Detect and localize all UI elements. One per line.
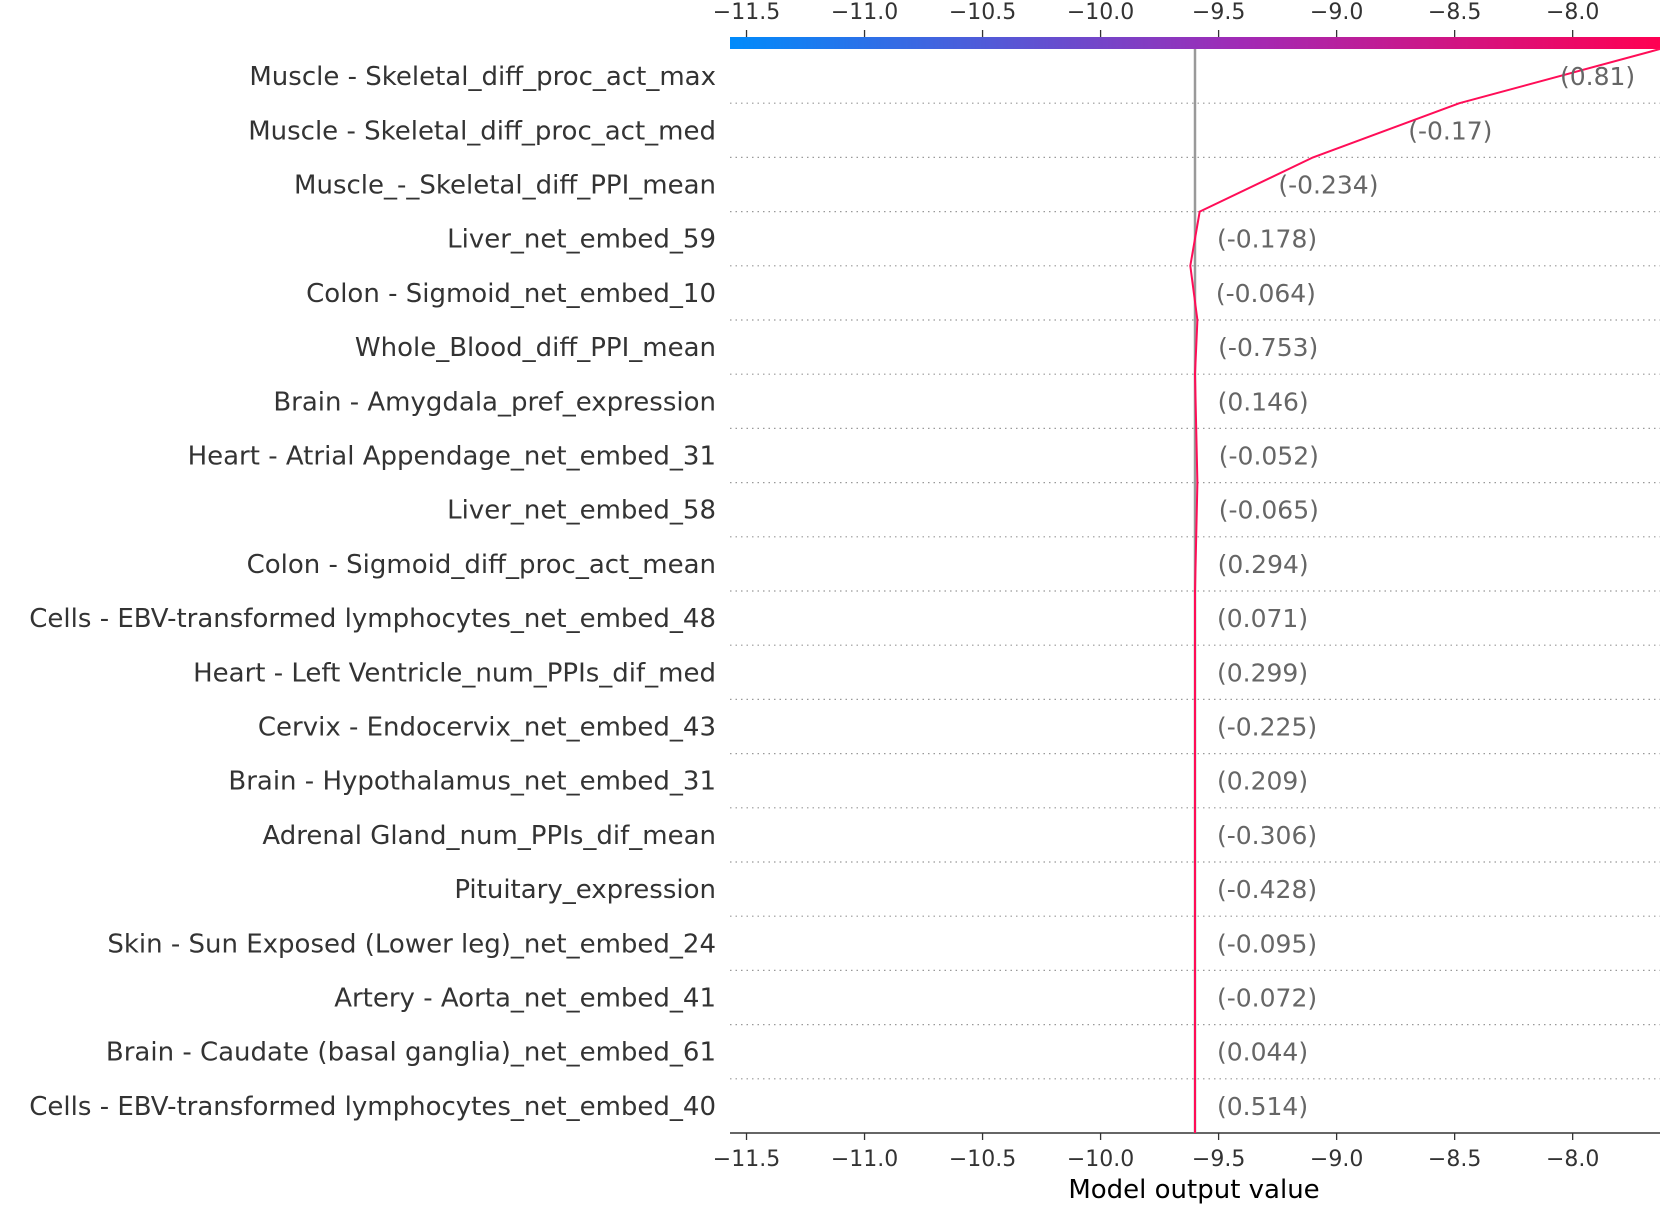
feature-label: Cells - EBV-transformed lymphocytes_net_… bbox=[29, 604, 716, 634]
x-tick-label: −8.0 bbox=[1546, 1147, 1599, 1172]
top-tick-label: −11.5 bbox=[713, 0, 780, 25]
feature-value-label: (-0.052) bbox=[1219, 442, 1319, 471]
x-tick-label: −10.0 bbox=[1067, 1147, 1134, 1172]
x-tick-label: −10.5 bbox=[949, 1147, 1016, 1172]
x-tick-label: −11.5 bbox=[713, 1147, 780, 1172]
feature-value-label: (0.514) bbox=[1217, 1092, 1308, 1121]
feature-label: Muscle - Skeletal_diff_proc_act_med bbox=[248, 116, 716, 146]
top-tick-label: −8.0 bbox=[1546, 0, 1599, 25]
feature-label: Colon - Sigmoid_diff_proc_act_mean bbox=[247, 550, 716, 580]
top-tick-label: −10.5 bbox=[949, 0, 1016, 25]
feature-value-label: (0.146) bbox=[1218, 387, 1309, 416]
decision-path-line bbox=[1189, 48, 1660, 1133]
feature-label: Liver_net_embed_59 bbox=[447, 225, 716, 255]
feature-label: Brain - Hypothalamus_net_embed_31 bbox=[228, 767, 716, 797]
feature-label: Cells - EBV-transformed lymphocytes_net_… bbox=[29, 1092, 716, 1122]
feature-label: Muscle - Skeletal_diff_proc_act_max bbox=[249, 62, 716, 92]
feature-value-label: (-0.072) bbox=[1217, 984, 1317, 1013]
top-tick-label: −9.5 bbox=[1192, 0, 1245, 25]
top-tick-label: −8.5 bbox=[1428, 0, 1481, 25]
x-tick-label: −11.0 bbox=[831, 1147, 898, 1172]
feature-value-label: (0.044) bbox=[1217, 1038, 1308, 1067]
feature-label: Heart - Left Ventricle_num_PPIs_dif_med bbox=[193, 658, 716, 688]
feature-labels: Muscle - Skeletal_diff_proc_act_max Muscl… bbox=[29, 62, 716, 1122]
feature-value-label: (-0.065) bbox=[1219, 496, 1319, 525]
feature-label: Artery - Aorta_net_embed_41 bbox=[334, 984, 716, 1014]
feature-label: Liver_net_embed_58 bbox=[447, 496, 716, 526]
feature-value-label: (0.299) bbox=[1217, 658, 1308, 687]
feature-label: Cervix - Endocervix_net_embed_43 bbox=[258, 713, 716, 743]
colorbar: −11.5 −11.0 −10.5 −10.0 −9.5 −9.0 −8.5 −8.0 bbox=[713, 0, 1660, 49]
feature-value-label: (0.209) bbox=[1217, 767, 1308, 796]
feature-label: Muscle_-_Skeletal_diff_PPI_mean bbox=[294, 171, 716, 201]
grid-lines bbox=[730, 102, 1660, 1080]
feature-value-label: (0.294) bbox=[1218, 550, 1309, 579]
feature-label: Heart - Atrial Appendage_net_embed_31 bbox=[188, 442, 716, 472]
feature-value-label: (-0.178) bbox=[1217, 225, 1317, 254]
feature-value-label: (0.81) bbox=[1560, 62, 1635, 91]
feature-value-label: (0.071) bbox=[1217, 604, 1308, 633]
feature-value-label: (-0.753) bbox=[1218, 333, 1318, 362]
feature-label: Skin - Sun Exposed (Lower leg)_net_embed… bbox=[107, 929, 716, 959]
feature-value-label: (-0.234) bbox=[1278, 171, 1378, 200]
feature-label: Brain - Caudate (basal ganglia)_net_embe… bbox=[106, 1038, 716, 1068]
top-tick-label: −11.0 bbox=[831, 0, 898, 25]
top-tick-label: −10.0 bbox=[1067, 0, 1134, 25]
feature-label: Colon - Sigmoid_net_embed_10 bbox=[306, 279, 716, 309]
feature-value-label: (-0.306) bbox=[1217, 821, 1317, 850]
feature-value-label: (-0.225) bbox=[1217, 713, 1317, 742]
x-tick-label: −8.5 bbox=[1428, 1147, 1481, 1172]
x-axis-title: Model output value bbox=[1068, 1175, 1319, 1205]
feature-label: Pituitary_expression bbox=[454, 875, 716, 905]
feature-value-label: (-0.17) bbox=[1408, 116, 1492, 145]
feature-label: Brain - Amygdala_pref_expression bbox=[273, 387, 716, 417]
feature-value-label: (-0.428) bbox=[1217, 875, 1317, 904]
feature-label: Whole_Blood_diff_PPI_mean bbox=[355, 333, 716, 363]
colorbar-gradient bbox=[730, 37, 1660, 49]
plot-area: (0.81) (-0.17) (-0.234) (-0.178) (-0.064) (-0… bbox=[1189, 48, 1660, 1133]
feature-label: Adrenal Gland_num_PPIs_dif_mean bbox=[262, 821, 716, 851]
feature-value-label: (-0.095) bbox=[1217, 929, 1317, 958]
top-tick-label: −9.0 bbox=[1310, 0, 1363, 25]
x-tick-label: −9.0 bbox=[1310, 1147, 1363, 1172]
x-tick-label: −9.5 bbox=[1192, 1147, 1245, 1172]
feature-value-label: (-0.064) bbox=[1216, 279, 1316, 308]
x-axis: −11.5 −11.0 −10.5 −10.0 −9.5 −9.0 −8.5 −8.0 bbox=[713, 1132, 1660, 1172]
